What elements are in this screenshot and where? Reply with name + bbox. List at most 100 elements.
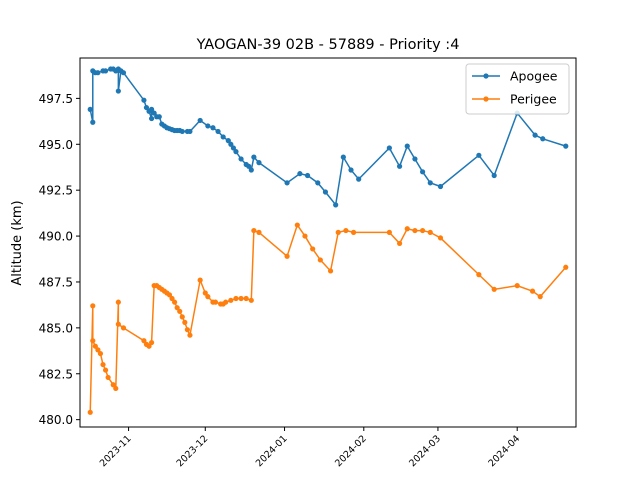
data-point-perigee	[386, 229, 392, 235]
data-point-perigee	[404, 226, 410, 232]
data-point-apogee	[427, 180, 433, 186]
data-point-perigee	[537, 294, 543, 300]
data-point-perigee	[294, 222, 300, 228]
data-point-apogee	[205, 123, 211, 129]
y-tick-label: 482.5	[39, 367, 73, 381]
data-point-perigee	[420, 227, 426, 234]
data-point-apogee	[179, 128, 185, 135]
data-point-perigee	[343, 227, 349, 234]
data-point-perigee	[187, 332, 193, 338]
data-point-apogee	[238, 156, 244, 162]
data-point-perigee	[102, 367, 109, 373]
data-point-apogee	[340, 154, 346, 160]
y-tick-label: 490.0	[39, 230, 73, 244]
data-point-perigee	[233, 295, 239, 302]
data-point-apogee	[356, 176, 362, 182]
data-point-apogee	[210, 125, 216, 131]
data-point-perigee	[327, 268, 334, 274]
data-point-perigee	[228, 297, 234, 303]
data-point-apogee	[396, 163, 403, 169]
data-point-perigee	[146, 343, 152, 349]
legend: Apogee Perigee	[465, 63, 570, 115]
legend-swatch-marker	[483, 96, 489, 102]
data-point-apogee	[148, 106, 155, 112]
y-tick-label: 480.0	[39, 413, 73, 427]
data-point-perigee	[179, 314, 185, 320]
data-point-perigee	[141, 338, 147, 344]
data-point-perigee	[243, 295, 249, 302]
data-point-apogee	[348, 167, 354, 173]
data-point-apogee	[412, 156, 418, 162]
data-point-perigee	[97, 350, 104, 357]
data-point-apogee	[251, 154, 257, 160]
data-point-apogee	[148, 115, 155, 122]
data-point-perigee	[113, 385, 119, 392]
data-point-perigee	[251, 227, 257, 234]
data-point-perigee	[238, 295, 244, 302]
data-point-perigee	[529, 288, 536, 294]
data-point-perigee	[205, 294, 211, 300]
data-point-apogee	[284, 180, 290, 186]
data-point-perigee	[302, 233, 308, 239]
series-line-apogee	[89, 67, 566, 207]
data-point-apogee	[225, 138, 231, 144]
data-point-perigee	[202, 290, 208, 296]
y-tick-label: 492.5	[39, 184, 73, 198]
series-perigee	[87, 222, 569, 415]
data-point-apogee	[563, 143, 569, 149]
data-point-apogee	[90, 119, 96, 125]
data-point-apogee	[187, 128, 193, 135]
data-point-apogee	[256, 160, 262, 166]
data-point-perigee	[120, 325, 127, 331]
legend-label: Perigee	[510, 92, 557, 107]
data-point-apogee	[315, 180, 321, 186]
chart-title: YAOGAN-39 02B - 57889 - Priority :4	[196, 37, 460, 53]
data-point-apogee	[115, 88, 121, 94]
data-point-perigee	[184, 327, 190, 333]
data-point-apogee	[95, 70, 101, 76]
data-point-apogee	[143, 104, 150, 111]
data-point-apogee	[233, 149, 239, 155]
data-point-perigee	[95, 347, 101, 353]
data-point-perigee	[148, 339, 155, 346]
data-point-perigee	[396, 240, 403, 247]
data-point-apogee	[304, 172, 311, 179]
y-tick-label: 497.5	[39, 92, 73, 106]
data-point-perigee	[248, 297, 254, 303]
data-point-apogee	[156, 114, 162, 120]
data-point-apogee	[151, 110, 157, 116]
data-point-apogee	[228, 141, 234, 147]
data-point-apogee	[476, 152, 482, 158]
data-point-perigee	[491, 286, 497, 292]
data-point-apogee	[120, 70, 127, 76]
data-point-perigee	[87, 409, 93, 415]
y-axis: 480.0 482.5 485.0 487.5 490.0 492.5 495.0 497.5	[39, 92, 80, 427]
data-point-perigee	[350, 229, 357, 235]
series-apogee	[87, 66, 569, 208]
data-point-perigee	[514, 283, 520, 289]
data-point-perigee	[427, 229, 433, 235]
data-point-perigee	[90, 338, 96, 344]
data-point-apogee	[322, 189, 329, 195]
data-point-perigee	[284, 253, 290, 259]
data-point-apogee	[230, 145, 236, 151]
data-point-perigee	[166, 292, 173, 298]
y-tick-label: 487.5	[39, 275, 73, 289]
data-point-perigee	[105, 374, 111, 381]
data-point-perigee	[182, 319, 188, 325]
data-point-perigee	[172, 299, 178, 305]
data-point-apogee	[246, 163, 252, 169]
y-tick-label: 485.0	[39, 321, 73, 335]
y-axis-label: Altitude (km)	[10, 200, 25, 285]
data-point-apogee	[248, 167, 254, 173]
data-point-apogee	[197, 117, 203, 124]
data-point-perigee	[437, 235, 444, 241]
data-point-apogee	[491, 172, 497, 179]
plot-frame	[79, 57, 577, 428]
data-point-perigee	[115, 321, 121, 327]
data-point-apogee	[220, 134, 226, 140]
data-point-apogee	[215, 128, 221, 135]
data-point-apogee	[297, 171, 303, 177]
legend-label: Apogee	[510, 69, 558, 84]
